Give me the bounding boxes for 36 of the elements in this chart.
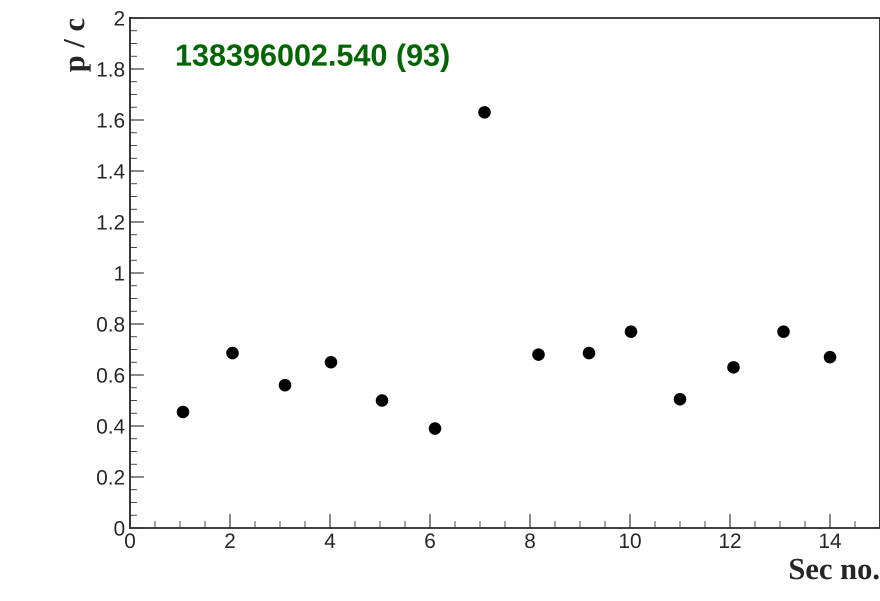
y-tick-label: 0.8 <box>96 317 124 332</box>
point <box>176 406 190 418</box>
point <box>478 106 491 119</box>
point <box>727 361 740 374</box>
x-tick-label: 14 <box>820 534 841 548</box>
point <box>824 350 836 364</box>
point <box>674 392 686 406</box>
y-tick-label: 1 <box>115 266 124 281</box>
y-tick-label: 1.2 <box>98 215 124 230</box>
point <box>428 422 442 435</box>
x-tick-label: 12 <box>720 533 741 548</box>
x-tick-label: 0 <box>125 533 135 548</box>
point <box>624 325 638 338</box>
y-tick-label: 0.6 <box>96 368 124 383</box>
y-tick-label: 1.6 <box>98 113 124 128</box>
y-axis-title: p / c <box>64 18 91 72</box>
y-tick-label: 0.4 <box>96 419 125 434</box>
x-tick-label: 6 <box>425 533 435 548</box>
y-tick-label: 1.8 <box>98 62 124 77</box>
point <box>376 394 388 407</box>
x-tick-label: 8 <box>525 533 535 548</box>
point <box>278 378 292 392</box>
x-axis-title: Sec no. <box>790 558 879 580</box>
x-tick-label: 10 <box>620 533 641 548</box>
y-tick-label: 2 <box>114 11 124 26</box>
x-tick-label: 4 <box>324 534 336 548</box>
y-tick-label: 0 <box>114 521 124 536</box>
point <box>777 325 790 338</box>
point <box>226 346 239 360</box>
point <box>324 356 338 369</box>
y-tick-label: 1.4 <box>98 164 125 179</box>
x-tick-label: 2 <box>225 533 235 548</box>
point <box>532 348 545 361</box>
point <box>582 346 596 360</box>
y-tick-label: 0.2 <box>96 470 124 485</box>
annotation: 138396002.540 (93) <box>176 44 449 72</box>
